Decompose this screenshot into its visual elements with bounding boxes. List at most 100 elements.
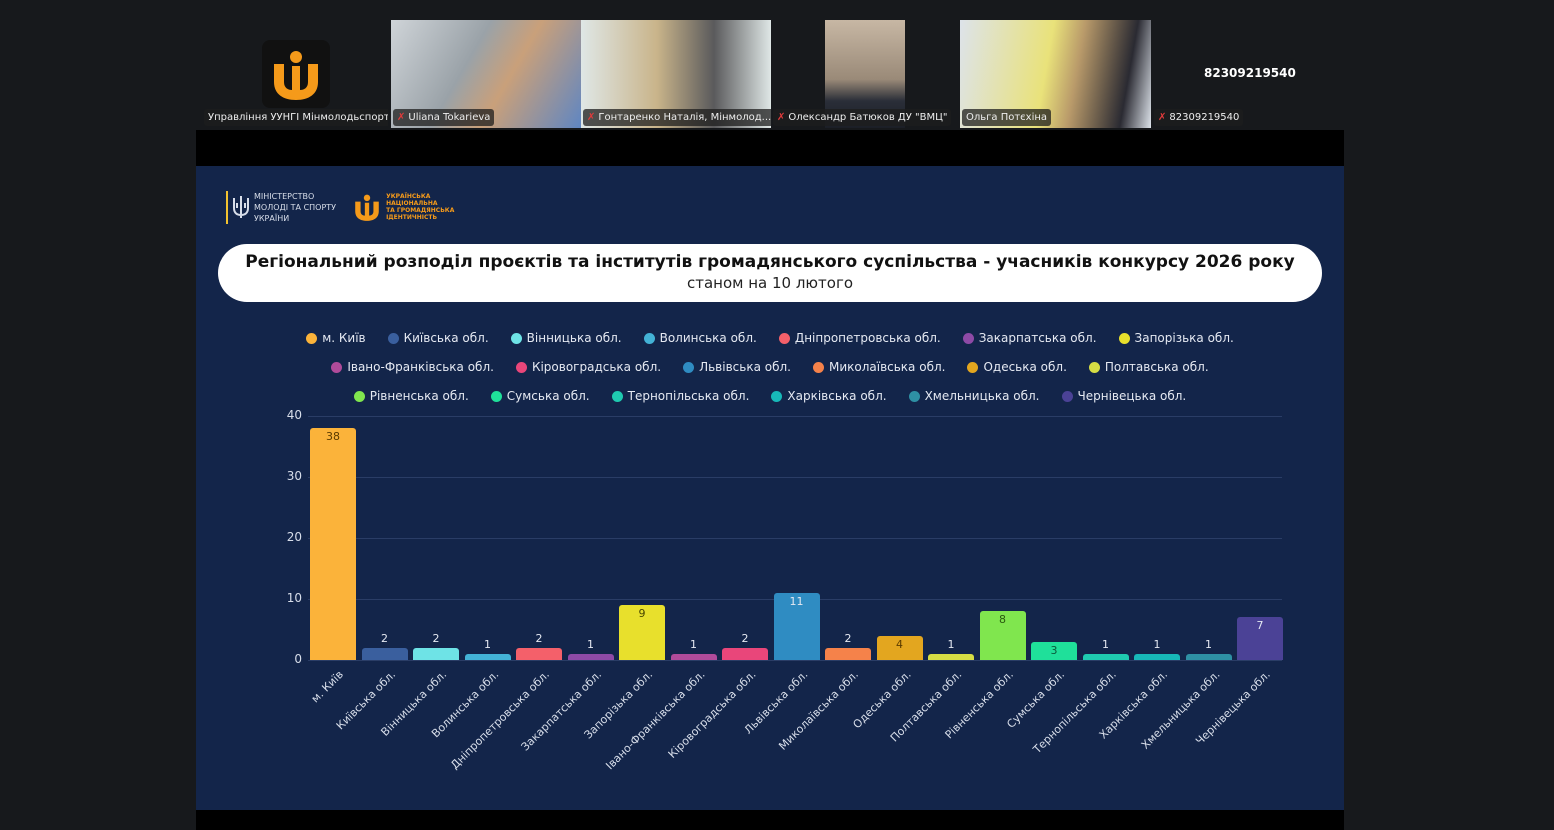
- bar-value-label: 2: [844, 631, 852, 645]
- legend-dot-icon: [643, 332, 655, 344]
- bar[interactable]: 2: [413, 632, 459, 660]
- legend-item[interactable]: Одеська обл.: [967, 360, 1067, 374]
- legend-dot-icon: [1118, 332, 1130, 344]
- bar[interactable]: 4: [876, 635, 923, 660]
- legend-dot-icon: [387, 332, 399, 344]
- bar[interactable]: 38: [310, 428, 356, 660]
- legend-label: Сумська обл.: [506, 389, 590, 403]
- participant-tile[interactable]: Управління УУНГІ Мінмолодьспорт: [202, 20, 388, 128]
- legend-item[interactable]: Волинська обл.: [643, 331, 757, 345]
- bar[interactable]: 1: [567, 638, 614, 660]
- uni-line: НАЦІОНАЛЬНА: [386, 200, 438, 207]
- legend-dot-icon: [967, 361, 979, 373]
- legend-label: Хмельницька обл.: [924, 389, 1040, 403]
- legend-item[interactable]: Миколаївська обл.: [812, 360, 945, 374]
- legend-dot-icon: [331, 361, 343, 373]
- participant-name-text: Uliana Tokarieva: [408, 112, 491, 123]
- bar-value-label: 9: [638, 607, 646, 621]
- legend-row: Івано-Франківська обл. Кіровоградська обл…: [196, 360, 1344, 374]
- legend-dot-icon: [908, 390, 920, 402]
- legend-item[interactable]: Кіровоградська обл.: [515, 360, 662, 374]
- bar-value-label: 1: [690, 637, 697, 651]
- legend-dot-icon: [771, 390, 783, 402]
- participant-tile[interactable]: ✗ Гонтаренко Наталія, Мінмолод...: [581, 20, 771, 128]
- bar-value-label: 7: [1256, 619, 1264, 633]
- bar[interactable]: 2: [516, 632, 562, 660]
- legend-item[interactable]: Тернопільська обл.: [611, 389, 750, 403]
- participant-name: ✗ Uliana Tokarieva: [393, 109, 495, 126]
- legend-item[interactable]: Запорізька обл.: [1118, 331, 1234, 345]
- bar[interactable]: 8: [979, 611, 1026, 660]
- bar-value-label: 1: [1102, 637, 1109, 651]
- uni-logo-icon: [262, 40, 330, 108]
- chart-subtitle: станом на 10 лютого: [686, 274, 854, 292]
- legend-item[interactable]: Дніпропетровська обл.: [778, 331, 941, 345]
- participant-name: ✗ Олександр Батюков ДУ "ВМЦ": [773, 109, 952, 126]
- legend-item[interactable]: Вінницька обл.: [510, 331, 622, 345]
- bar[interactable]: 1: [928, 638, 974, 660]
- legend-item[interactable]: Закарпатська обл.: [962, 331, 1097, 345]
- bar-value-label: 2: [535, 631, 543, 645]
- bar[interactable]: 7: [1237, 617, 1283, 660]
- bar-value-label: 4: [896, 637, 903, 651]
- legend-dot-icon: [812, 361, 824, 373]
- legend-dot-icon: [1088, 361, 1100, 373]
- bar[interactable]: 1: [464, 638, 511, 660]
- legend-label: Тернопільська обл.: [627, 389, 750, 403]
- participant-name: ✗ 82309219540: [1154, 109, 1244, 126]
- legend-item[interactable]: м. Київ: [306, 331, 366, 345]
- legend-item[interactable]: Рівненська обл.: [353, 389, 469, 403]
- participant-tile-phone[interactable]: ✗ 82309219540: [1152, 20, 1340, 128]
- x-tick-label: Івано-Франківська обл.: [602, 668, 708, 773]
- bar-value-label: 8: [999, 613, 1006, 627]
- legend-dot-icon: [611, 390, 623, 402]
- y-tick-label: 40: [286, 408, 302, 422]
- legend-label: Волинська обл.: [659, 331, 757, 345]
- bar[interactable]: 11: [773, 592, 820, 660]
- grid-line: [308, 416, 1282, 417]
- bar[interactable]: 2: [361, 632, 408, 660]
- bar[interactable]: 1: [1134, 638, 1180, 660]
- legend-label: Львівська обл.: [699, 360, 791, 374]
- legend-row: Рівненська обл. Сумська обл. Тернопільська…: [196, 389, 1344, 403]
- legend-label: Запорізька обл.: [1134, 331, 1234, 345]
- x-tick-label: м. Київ: [308, 668, 346, 706]
- bar[interactable]: 1: [1185, 638, 1232, 660]
- chart-title-box: Регіональний розподіл проєктів та інстит…: [218, 244, 1322, 302]
- legend-item[interactable]: Харківська обл.: [771, 389, 887, 403]
- legend-label: Дніпропетровська обл.: [794, 331, 941, 345]
- legend-item[interactable]: Чернівецька обл.: [1061, 389, 1186, 403]
- mic-muted-icon: ✗: [777, 112, 786, 123]
- ministry-logo: МІНІСТЕРСТВО МОЛОДІ ТА СПОРТУ УКРАЇНИ: [226, 190, 336, 224]
- legend-item[interactable]: Сумська обл.: [490, 389, 590, 403]
- bar[interactable]: 1: [1082, 638, 1129, 660]
- participant-tile[interactable]: ✗ Олександр Батюков ДУ "ВМЦ": [771, 20, 959, 128]
- y-tick-label: 30: [286, 469, 302, 483]
- presentation-slide: МІНІСТЕРСТВО МОЛОДІ ТА СПОРТУ УКРАЇНИ УК…: [196, 166, 1344, 810]
- bar[interactable]: 9: [619, 605, 665, 660]
- legend-label: Кіровоградська обл.: [531, 360, 662, 374]
- uni-logo-text: УКРАЇНСЬКА НАЦІОНАЛЬНА ТА ГРОМАДЯНСЬКА І…: [386, 193, 454, 221]
- participant-name: Ольга Потєхіна: [962, 109, 1052, 126]
- bar-value-label: 1: [587, 637, 594, 651]
- bar[interactable]: 1: [670, 638, 717, 660]
- chart-title: Регіональний розподіл проєктів та інстит…: [245, 252, 1295, 272]
- participant-name-text: Олександр Батюков ДУ "ВМЦ": [788, 112, 948, 123]
- bar[interactable]: 2: [825, 632, 871, 660]
- uni-line: ІДЕНТИЧНІСТЬ: [386, 214, 438, 221]
- y-tick-label: 20: [286, 530, 302, 544]
- bar[interactable]: 2: [722, 632, 768, 660]
- participant-strip: Управління УУНГІ Мінмолодьспорт ✗ Uliana …: [0, 0, 1554, 130]
- legend-item[interactable]: Хмельницька обл.: [908, 389, 1040, 403]
- participant-tile-active-speaker[interactable]: Ольга Потєхіна: [960, 20, 1151, 128]
- participant-tile[interactable]: ✗ Uliana Tokarieva: [391, 20, 581, 128]
- grid-line: [308, 660, 1282, 661]
- legend-dot-icon: [778, 332, 790, 344]
- legend-item[interactable]: Полтавська обл.: [1088, 360, 1209, 374]
- bar[interactable]: 3: [1031, 641, 1077, 660]
- bar-value-label: 2: [381, 631, 388, 645]
- slide-branding: МІНІСТЕРСТВО МОЛОДІ ТА СПОРТУ УКРАЇНИ УК…: [226, 190, 454, 224]
- legend-item[interactable]: Івано-Франківська обл.: [331, 360, 494, 374]
- legend-item[interactable]: Київська обл.: [387, 331, 489, 345]
- legend-item[interactable]: Львівська обл.: [683, 360, 791, 374]
